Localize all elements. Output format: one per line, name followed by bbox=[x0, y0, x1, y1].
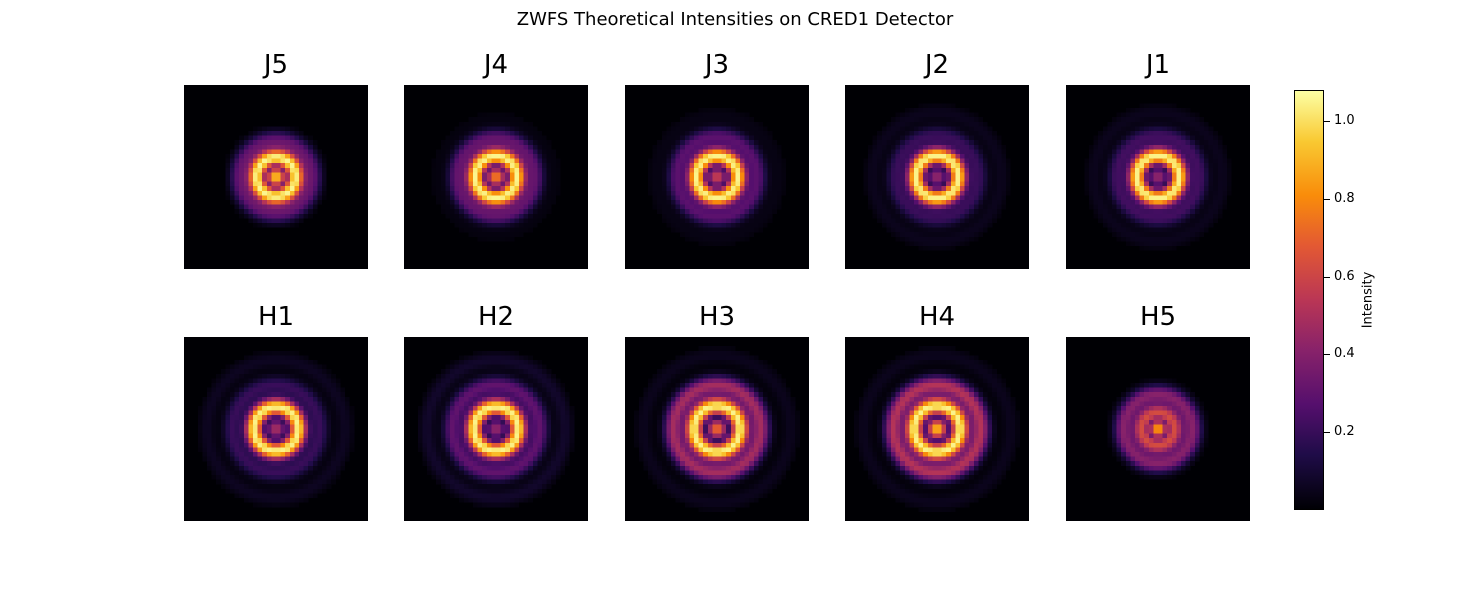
heatmap-j3 bbox=[625, 85, 809, 269]
panel-title-h5: H5 bbox=[1139, 302, 1177, 332]
colorbar-tick bbox=[1324, 121, 1330, 123]
colorbar-tick-label: 0.6 bbox=[1334, 268, 1355, 284]
colorbar-tick-label: 0.4 bbox=[1334, 346, 1355, 362]
panel-title-h2: H2 bbox=[477, 302, 515, 332]
heatmap-h1 bbox=[184, 337, 368, 521]
panel-title-h3: H3 bbox=[698, 302, 736, 332]
panel-title-j5: J5 bbox=[263, 50, 289, 80]
figure-title: ZWFS Theoretical Intensities on CRED1 De… bbox=[516, 9, 954, 30]
colorbar bbox=[1294, 90, 1324, 510]
heatmap-h5 bbox=[1066, 337, 1250, 521]
heatmap-j5 bbox=[184, 85, 368, 269]
panel-title-j1: J1 bbox=[1145, 50, 1171, 80]
panel-title-h1: H1 bbox=[257, 302, 295, 332]
heatmap-j2 bbox=[845, 85, 1029, 269]
panel-title-h4: H4 bbox=[918, 302, 956, 332]
colorbar-tick-label: 0.2 bbox=[1334, 424, 1355, 440]
heatmap-image bbox=[625, 85, 809, 269]
heatmap-image bbox=[184, 337, 368, 521]
heatmap-image bbox=[404, 85, 588, 269]
panel-title-j2: J2 bbox=[924, 50, 950, 80]
colorbar-tick-label: 0.8 bbox=[1334, 190, 1355, 206]
heatmap-image bbox=[404, 337, 588, 521]
heatmap-j4 bbox=[404, 85, 588, 269]
colorbar-gradient bbox=[1295, 91, 1323, 509]
colorbar-tick bbox=[1324, 432, 1330, 434]
heatmap-image bbox=[845, 337, 1029, 521]
colorbar-tick-label: 1.0 bbox=[1334, 113, 1355, 129]
heatmap-h3 bbox=[625, 337, 809, 521]
heatmap-image bbox=[184, 85, 368, 269]
heatmap-image bbox=[1066, 85, 1250, 269]
heatmap-j1 bbox=[1066, 85, 1250, 269]
heatmap-h2 bbox=[404, 337, 588, 521]
panel-title-j3: J3 bbox=[704, 50, 730, 80]
colorbar-tick bbox=[1324, 198, 1330, 200]
colorbar-label: Intensity bbox=[1360, 271, 1376, 329]
colorbar-tick bbox=[1324, 354, 1330, 356]
colorbar-tick bbox=[1324, 276, 1330, 278]
heatmap-h4 bbox=[845, 337, 1029, 521]
heatmap-image bbox=[1066, 337, 1250, 521]
heatmap-image bbox=[625, 337, 809, 521]
heatmap-image bbox=[845, 85, 1029, 269]
panel-title-j4: J4 bbox=[483, 50, 509, 80]
